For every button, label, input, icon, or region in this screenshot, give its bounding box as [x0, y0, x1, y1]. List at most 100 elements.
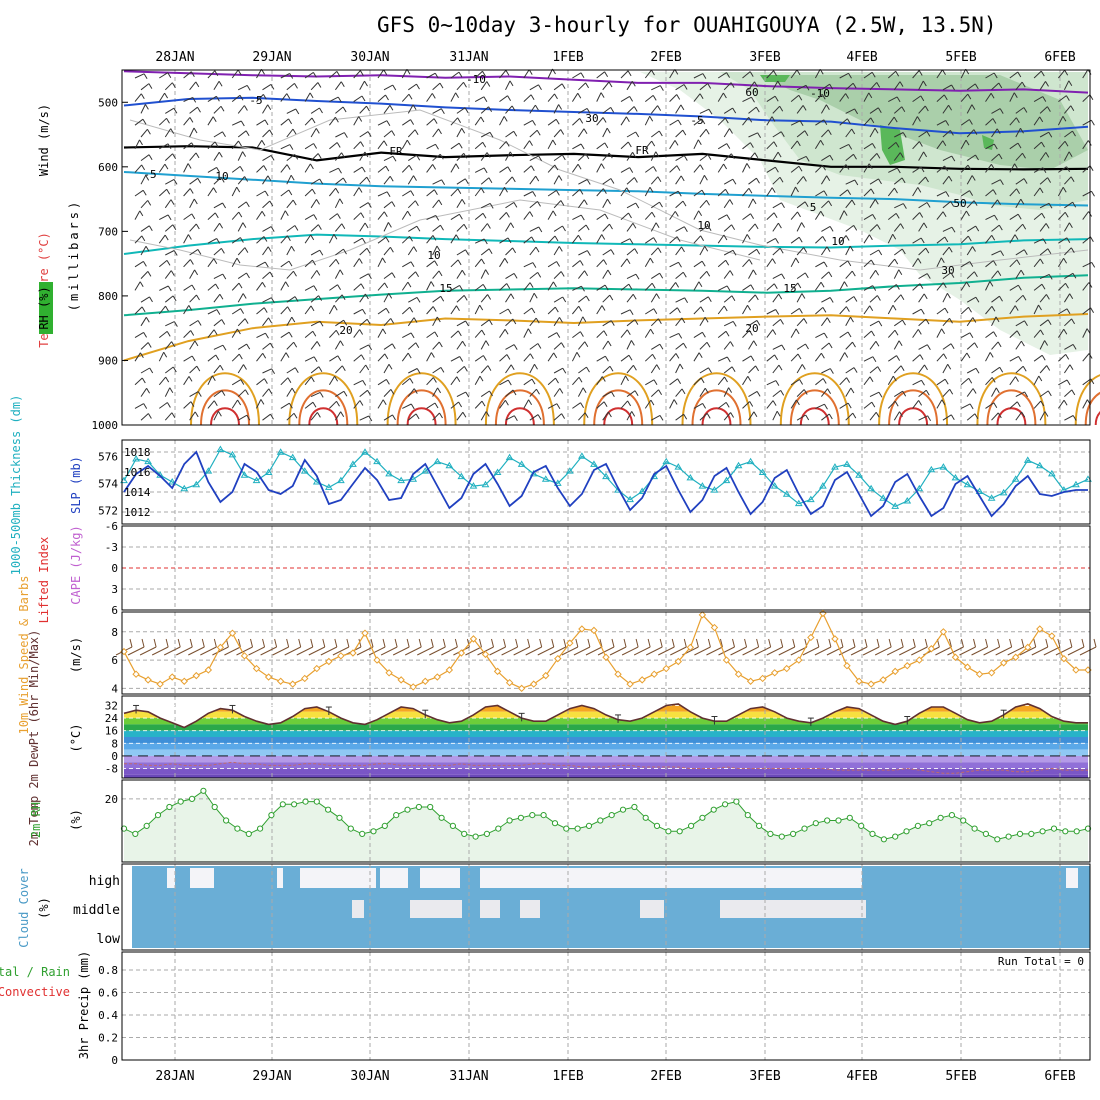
- rh2m-point: [880, 836, 888, 843]
- cloud-level-middle: middle: [73, 903, 120, 918]
- thickness-point: [192, 480, 201, 488]
- thickness-point: [782, 490, 791, 497]
- rh2m-point: [801, 825, 808, 832]
- wind10m-point: [927, 645, 936, 653]
- thickness-point: [891, 502, 900, 509]
- temp2m-line: [123, 703, 1088, 729]
- upper-air-wind-barbs: [134, 68, 1096, 422]
- thickness-point: [324, 483, 333, 490]
- thickness-point: [1072, 480, 1080, 488]
- thickness-point: [987, 494, 996, 501]
- date-label-top: 31JAN: [449, 50, 488, 65]
- precip-axis-title: 3hr Precip (mm): [77, 951, 91, 1059]
- thickness-point: [602, 472, 610, 480]
- rh2m-point: [812, 820, 819, 827]
- wind10m-barbs: [115, 638, 1097, 656]
- thickness-point: [168, 478, 177, 485]
- pressure-tick-label: 700: [98, 225, 118, 238]
- thickness-point: [879, 494, 888, 501]
- thickness-point: [867, 484, 875, 492]
- thickness-point: [421, 467, 430, 474]
- contour-label: 60: [745, 86, 758, 99]
- wind10m-point: [204, 666, 213, 674]
- thickness-tick-label: 572: [98, 504, 118, 517]
- rh2m-point: [835, 817, 842, 824]
- li-tick-label: 0: [111, 562, 118, 575]
- rh2m-point: [665, 828, 672, 835]
- rh2m-point: [653, 822, 661, 830]
- thickness-point: [831, 463, 839, 470]
- rh2m-point: [188, 795, 196, 803]
- thickness-point: [855, 471, 863, 478]
- wind10m-panel: 8 6 4: [111, 609, 1097, 695]
- wind10m-point: [1048, 632, 1056, 640]
- thickness-point: [288, 453, 297, 461]
- contour-label: -10: [466, 73, 486, 86]
- rh2m-point: [597, 817, 604, 824]
- rh2m-point: [892, 833, 899, 840]
- wind10m-grid: [122, 612, 1090, 694]
- cloud-grid: [174, 864, 1061, 950]
- wind10m-point: [578, 625, 586, 633]
- date-label-bottom: 1FEB: [552, 1069, 583, 1084]
- wind10m-point: [1060, 654, 1068, 663]
- thickness-point: [300, 467, 309, 474]
- date-label-top: 4FEB: [846, 50, 877, 65]
- rh2m-point: [903, 828, 910, 835]
- rh2m-point: [200, 787, 207, 794]
- rh2m-point: [960, 817, 967, 824]
- thickness-point: [1023, 456, 1032, 463]
- rh2m-point: [359, 830, 366, 838]
- temp2m-unit: (°C): [69, 724, 83, 753]
- wind10m-point: [421, 677, 429, 685]
- wind10m-point: [216, 643, 225, 652]
- li-tick-label: -6: [105, 520, 118, 533]
- thickness-point: [481, 480, 490, 488]
- cloud-axis-title: Cloud Cover: [17, 868, 31, 947]
- thickness-point: [999, 488, 1008, 496]
- wind10m-point: [168, 673, 176, 681]
- date-label-top: 6FEB: [1044, 50, 1075, 65]
- wind10m-point: [710, 623, 719, 632]
- rh2m-point: [1050, 825, 1058, 832]
- cloud-clear-patches: [167, 868, 1078, 918]
- wind10m-point: [529, 680, 538, 688]
- rh2m-grid: [122, 780, 1090, 862]
- wind10m-point: [409, 683, 417, 691]
- wind10m-point: [301, 674, 309, 683]
- rh2m-point: [336, 814, 343, 821]
- slp-tick-label: 1018: [124, 446, 151, 459]
- wind10m-point: [987, 669, 996, 677]
- rh2m-tick-label: 20: [105, 793, 118, 806]
- thickness-point: [397, 476, 406, 484]
- contour-label: 15: [783, 282, 796, 295]
- precip-tick-label: 0.6: [98, 987, 118, 1000]
- wind10m-point: [891, 667, 899, 676]
- rh2m-point: [1016, 830, 1024, 838]
- bottom-date-labels: 28JAN 29JAN 30JAN 31JAN 1FEB 2FEB 3FEB 4FEB 5FEB…: [155, 1069, 1075, 1084]
- thickness-point: [1047, 469, 1056, 477]
- thickness-point: [505, 453, 514, 461]
- rh2m-point: [427, 803, 434, 811]
- slp-tick-label: 1014: [124, 486, 151, 499]
- wind10m-point: [722, 656, 731, 664]
- rh2m-point: [756, 822, 763, 830]
- rh2m-point: [154, 812, 162, 819]
- date-label-top: 3FEB: [749, 50, 780, 65]
- contour-label: 5: [810, 201, 817, 214]
- rh2m-point: [744, 812, 751, 819]
- rh2m-point: [824, 817, 831, 824]
- slp-tick-label: 1016: [124, 466, 151, 479]
- rh2m-point: [234, 825, 241, 832]
- date-label-bottom: 28JAN: [155, 1069, 194, 1084]
- chart-title: GFS 0~10day 3-hourly for OUAHIGOUYA (2.5…: [377, 13, 997, 37]
- wind10m-point: [433, 673, 442, 681]
- rh2m-point: [710, 806, 717, 813]
- wind10m-axis-title: 10m Wind Speed & Barbs: [17, 576, 31, 735]
- wind10m-tick-label: 4: [111, 682, 118, 695]
- pressure-tick-label: 500: [98, 96, 118, 109]
- precip-panel: 0.8 0.6 0.4 0.2 0 Run Total = 0: [98, 951, 1091, 1067]
- thickness-point: [975, 487, 984, 494]
- rh2m-point: [223, 817, 230, 824]
